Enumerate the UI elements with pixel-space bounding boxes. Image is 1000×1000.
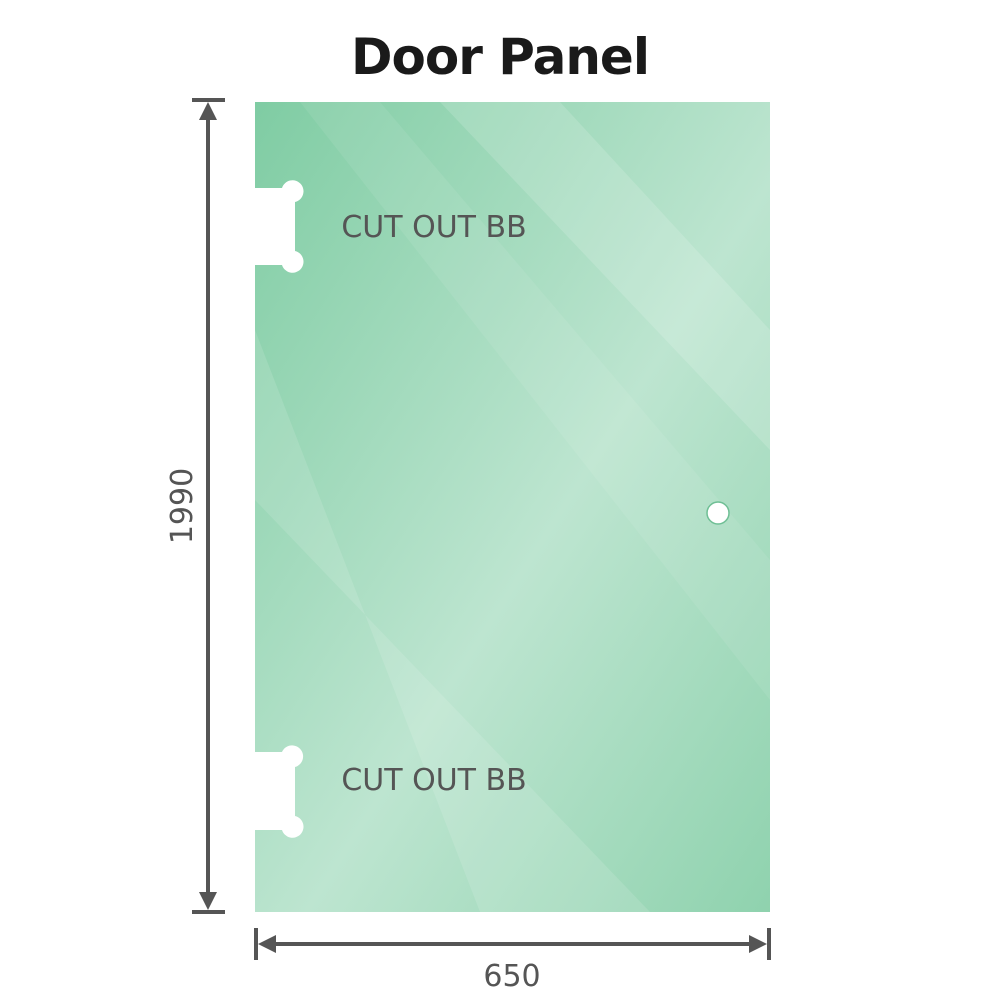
width-label: 650 (483, 959, 540, 994)
handle-hole (706, 501, 730, 525)
height-dimension-line (192, 98, 225, 914)
cutout-label-bottom: CUT OUT BB (341, 763, 526, 798)
cutout-label-top: CUT OUT BB (341, 210, 526, 245)
glass-panel (255, 102, 770, 912)
diagram-title: Door Panel (351, 28, 650, 86)
height-label: 1990 (165, 468, 200, 544)
width-dimension-line (254, 928, 771, 960)
